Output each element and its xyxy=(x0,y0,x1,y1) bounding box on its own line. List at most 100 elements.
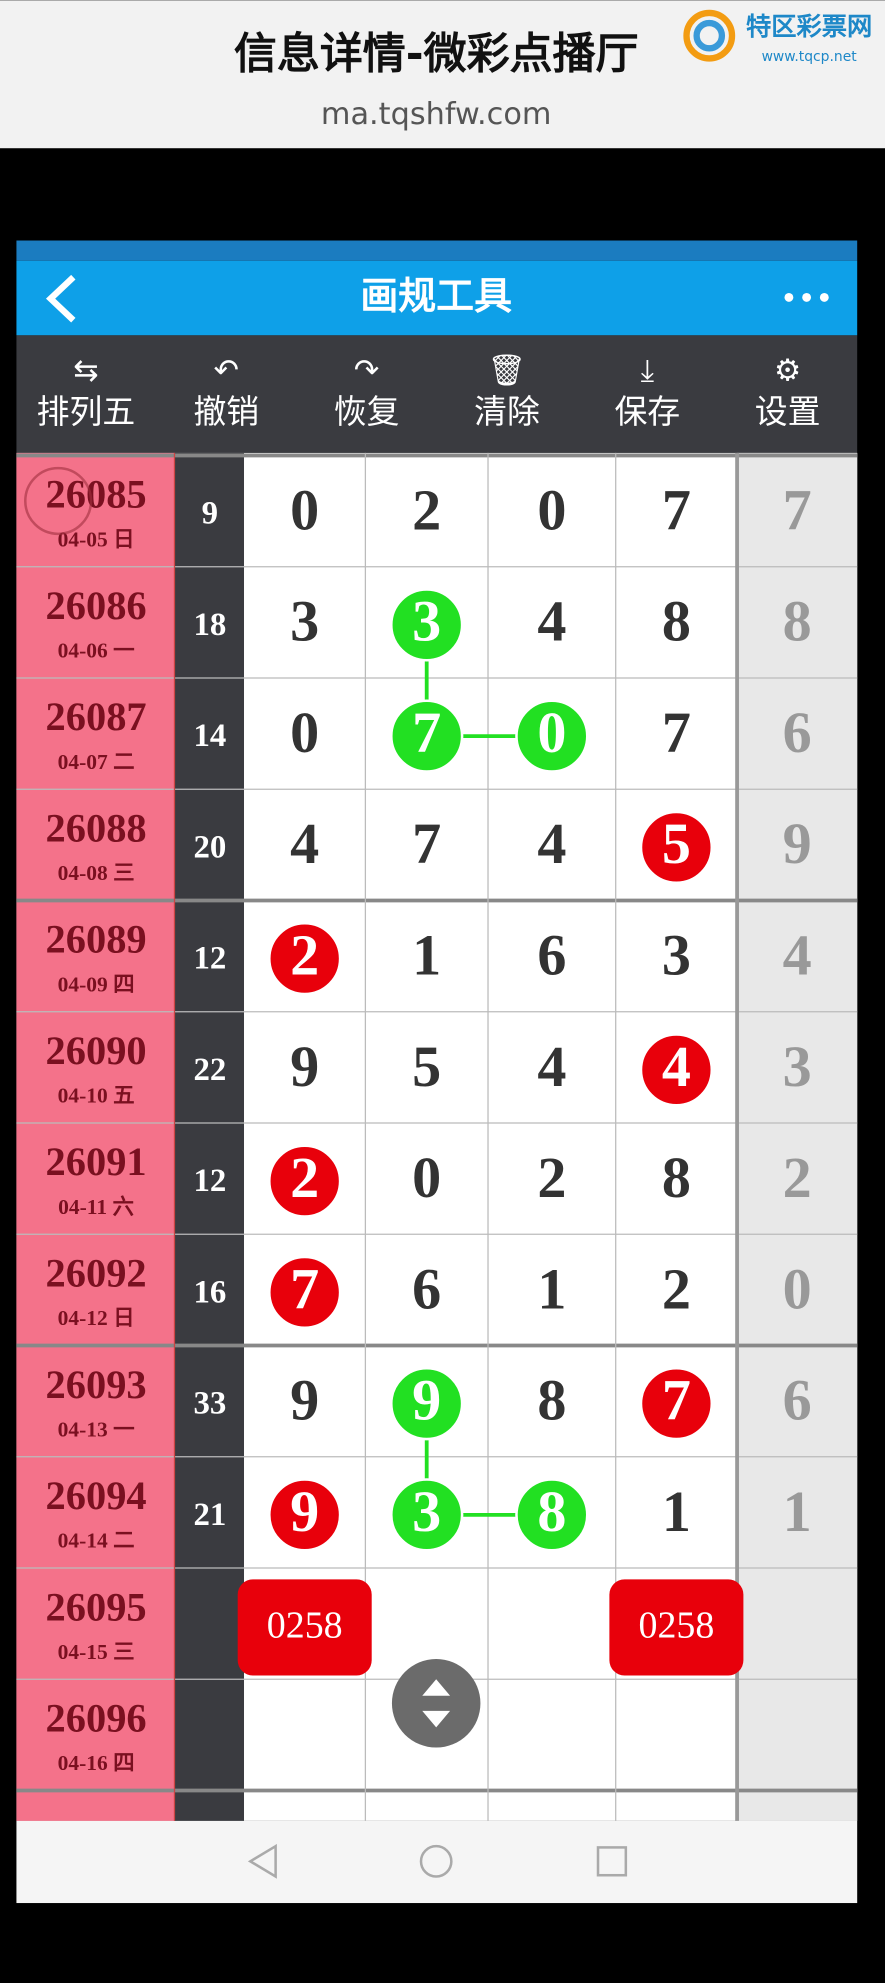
toolbar-icon: ↶ xyxy=(214,353,239,388)
highlight xyxy=(268,921,342,996)
digit: 9 xyxy=(290,1034,319,1099)
digit: 4 xyxy=(290,811,319,876)
nav-home[interactable] xyxy=(419,1844,453,1878)
issue: 26095 xyxy=(46,1584,147,1629)
highlight xyxy=(268,1478,342,1552)
date: 04-11 六 xyxy=(58,1195,134,1219)
logo: 特区彩票网 www.tqcp.net xyxy=(683,9,872,65)
date: 04-06 一 xyxy=(58,639,135,663)
scroll-button[interactable] xyxy=(391,1659,481,1748)
digit: 9 xyxy=(290,1479,319,1544)
digit: 0 xyxy=(412,1145,441,1210)
issue: 26088 xyxy=(46,805,147,850)
toolbar-icon: ⚙ xyxy=(774,353,801,388)
badge-text: 0258 xyxy=(638,1604,714,1646)
issue: 26096 xyxy=(46,1696,147,1741)
date: 04-12 日 xyxy=(58,1306,135,1330)
issue: 26093 xyxy=(46,1362,147,1407)
toolbar-label: 恢复 xyxy=(334,392,400,431)
extra-digit: 1 xyxy=(783,1479,812,1544)
highlight xyxy=(515,1478,589,1552)
toolbar-item[interactable]: 🗑 清除 xyxy=(474,353,540,431)
toolbar-icon: ⇆ xyxy=(73,353,98,388)
digit: 2 xyxy=(537,1145,566,1210)
digit: 5 xyxy=(412,1034,441,1099)
highlight xyxy=(639,1366,714,1441)
app-bar xyxy=(16,260,858,336)
sum: 20 xyxy=(193,829,226,865)
digit: 7 xyxy=(662,700,691,765)
toolbar-label: 设置 xyxy=(755,392,821,431)
toolbar-icon: ↷ xyxy=(354,353,379,388)
issue-column xyxy=(16,452,175,1821)
stamp xyxy=(24,466,93,536)
date: 04-16 四 xyxy=(58,1751,135,1775)
sum: 21 xyxy=(193,1497,226,1533)
date: 04-08 三 xyxy=(58,861,135,885)
digit: 9 xyxy=(290,1368,319,1433)
sum: 14 xyxy=(193,718,226,754)
highlight xyxy=(639,1033,714,1107)
toolbar-item[interactable]: ⤓ 保存 xyxy=(614,353,680,431)
nav-bar xyxy=(16,1820,858,1904)
sum: 33 xyxy=(193,1386,226,1422)
digit: 4 xyxy=(537,1034,566,1099)
digit: 4 xyxy=(537,589,566,654)
digit: 3 xyxy=(412,589,441,654)
highlight xyxy=(390,588,464,662)
digit: 6 xyxy=(412,1256,441,1321)
more-button[interactable] xyxy=(784,292,829,302)
status-bar xyxy=(16,240,858,261)
extra-digit: 2 xyxy=(783,1145,812,1210)
toolbar-item[interactable]: ⇆ 排列五 xyxy=(37,353,136,431)
header-bg xyxy=(0,0,885,149)
digit: 0 xyxy=(290,477,319,542)
digit: 8 xyxy=(662,1145,691,1210)
sum: 12 xyxy=(193,1163,226,1199)
digit: 1 xyxy=(662,1479,691,1544)
highlight xyxy=(390,699,464,773)
digit: 5 xyxy=(662,811,691,876)
header-url: ma.tqshfw.com xyxy=(321,97,552,132)
extra-digit: 0 xyxy=(783,1256,812,1321)
digit: 3 xyxy=(412,1479,441,1544)
digit: 9 xyxy=(412,1368,441,1433)
toolbar-item[interactable]: ↷ 恢复 xyxy=(334,353,400,431)
badge-text: 0258 xyxy=(267,1604,343,1646)
extra-digit: 6 xyxy=(783,700,812,765)
issue: 26092 xyxy=(46,1251,147,1296)
date: 04-13 一 xyxy=(58,1417,135,1441)
sum: 22 xyxy=(193,1052,226,1088)
badge xyxy=(609,1579,744,1676)
toolbar-label: 撤销 xyxy=(193,392,259,431)
date: 04-10 五 xyxy=(58,1084,135,1108)
digit: 2 xyxy=(290,1145,319,1210)
digit: 1 xyxy=(412,923,441,988)
toolbar-icon: 🗑 xyxy=(488,353,527,388)
highlight xyxy=(390,1478,464,1552)
highlight xyxy=(515,699,589,773)
back-button[interactable] xyxy=(45,274,76,323)
extra-digit: 3 xyxy=(783,1034,812,1099)
digit: 7 xyxy=(662,1368,691,1433)
toolbar-label: 保存 xyxy=(614,392,680,431)
digit: 2 xyxy=(412,477,441,542)
extra-digit: 8 xyxy=(783,589,812,654)
toolbar-item[interactable]: ⚙ 设置 xyxy=(755,353,821,431)
sum-column xyxy=(174,452,245,1821)
badge xyxy=(237,1579,372,1676)
logo-url: www.tqcp.net xyxy=(762,49,858,65)
digit: 6 xyxy=(537,923,566,988)
digit: 2 xyxy=(290,923,319,988)
digit: 3 xyxy=(290,589,319,654)
sum: 18 xyxy=(193,607,226,643)
issue: 26090 xyxy=(46,1028,147,1073)
toolbar-item[interactable]: ↶ 撤销 xyxy=(193,353,259,431)
digit: 7 xyxy=(290,1256,319,1321)
highlight xyxy=(639,810,714,885)
digit: 0 xyxy=(290,700,319,765)
nav-back[interactable] xyxy=(247,1843,277,1879)
nav-recent[interactable] xyxy=(596,1846,628,1877)
